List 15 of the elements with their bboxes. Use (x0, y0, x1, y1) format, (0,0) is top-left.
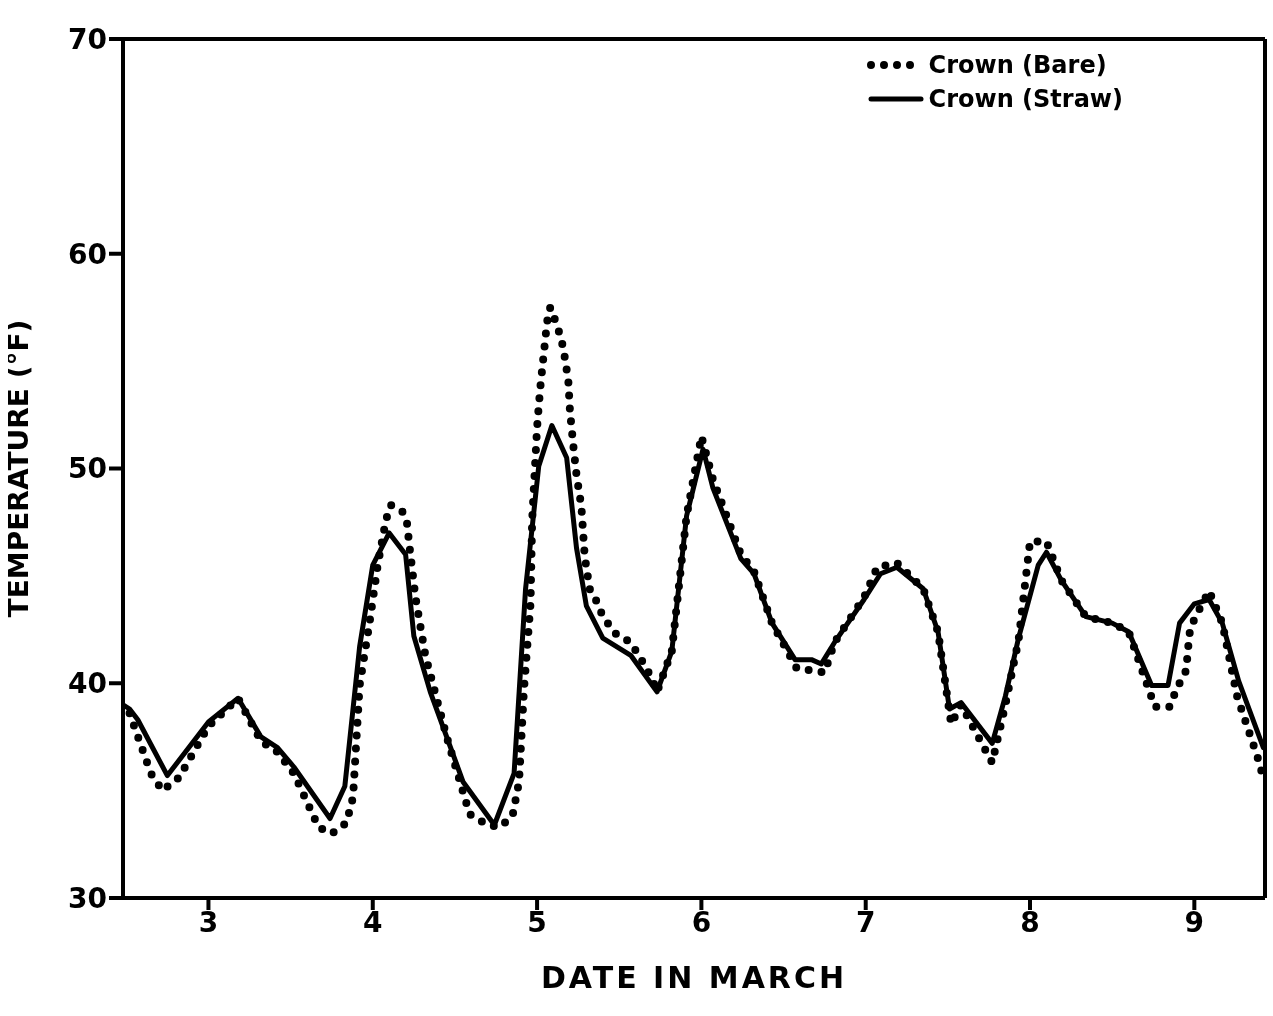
x-tick-label: 4 (363, 905, 383, 939)
x-axis-title: DATE IN MARCH (540, 960, 848, 995)
y-tick-label: 40 (68, 667, 107, 701)
y-tick-label: 70 (68, 22, 107, 56)
x-tick-label: 9 (1184, 905, 1205, 939)
y-tick-label: 30 (68, 881, 107, 915)
x-tick-label: 3 (198, 905, 219, 939)
x-tick-label: 5 (527, 905, 547, 939)
y-tick-label: 60 (68, 237, 107, 271)
x-tick-label: 8 (1020, 905, 1040, 939)
x-tick-label: 7 (855, 905, 876, 939)
legend-label: Crown (Straw) (928, 84, 1123, 115)
x-tick-label: 6 (691, 905, 712, 939)
y-tick-label: 50 (68, 452, 107, 486)
legend-label: Crown (Bare) (928, 50, 1107, 81)
